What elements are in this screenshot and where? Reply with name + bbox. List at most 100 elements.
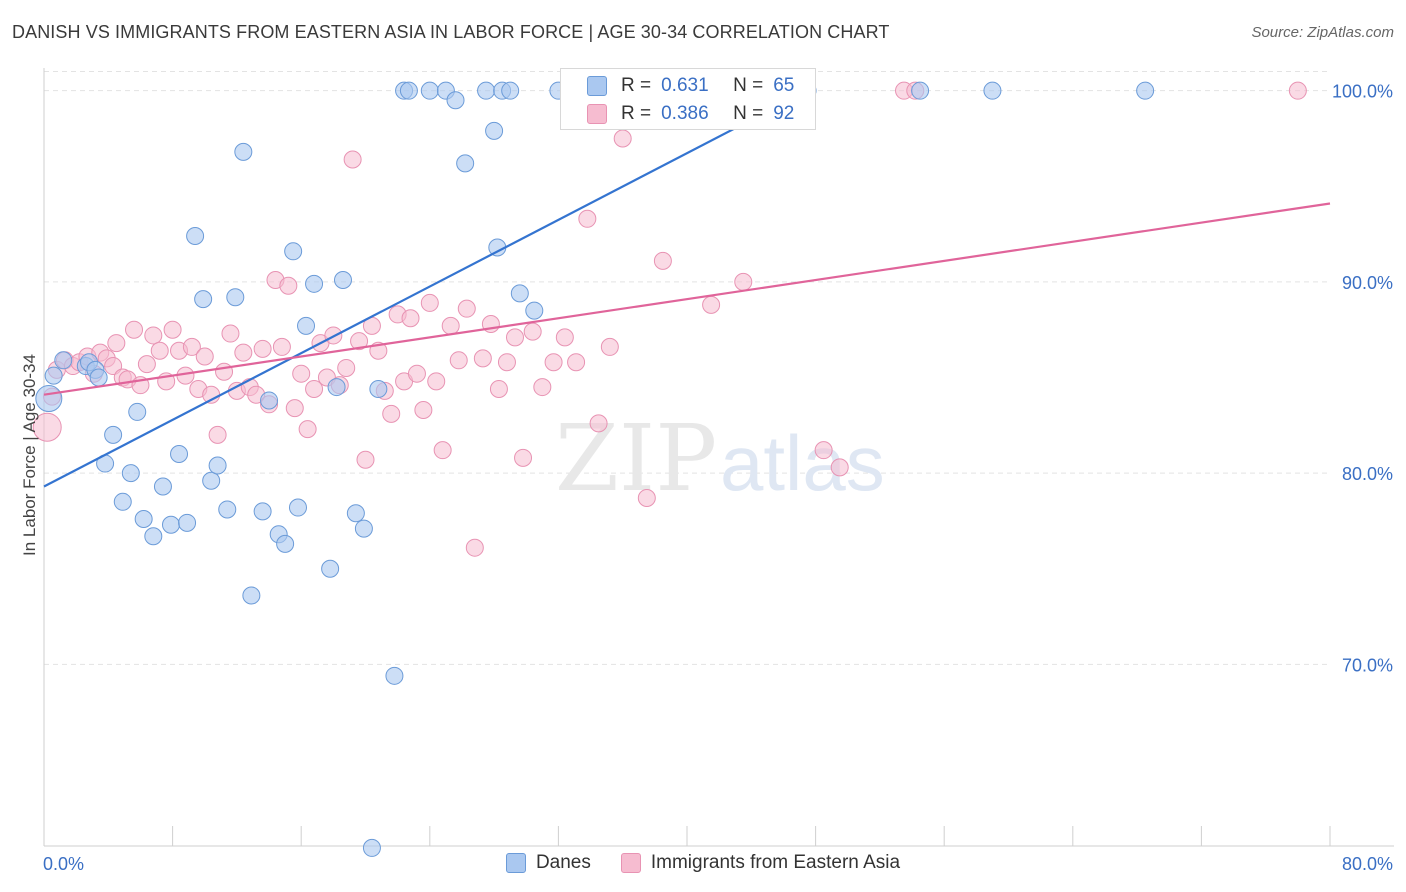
danes-points: [35, 81, 1155, 857]
danes-swatch-stats: [587, 76, 607, 96]
immigrants-point: [555, 328, 574, 347]
danes-point: [501, 81, 520, 100]
immigrants-point: [533, 378, 552, 397]
danes-point: [276, 534, 295, 553]
immigrants-point: [702, 295, 721, 314]
y-axis-label: In Labor Force | Age 30-34: [20, 354, 39, 556]
immigrants-point: [163, 320, 182, 339]
immigrants-point: [195, 347, 214, 366]
watermark: ZIP atlas: [555, 405, 885, 512]
danes-point: [54, 351, 73, 370]
immigrants-point: [830, 458, 849, 477]
danes-point: [260, 391, 279, 410]
immigrants-point: [382, 404, 401, 423]
y-tick-label-70: 70.0%: [1342, 655, 1393, 675]
danes-point: [153, 477, 172, 496]
danes-point: [983, 81, 1002, 100]
immigrants-point: [427, 372, 446, 391]
danes-point: [327, 378, 346, 397]
immigrants-swatch: [620, 853, 641, 873]
immigrants-point: [305, 379, 324, 398]
immigrants-point: [137, 355, 156, 374]
immigrants-point: [589, 414, 608, 433]
danes-point: [134, 510, 153, 529]
stats-legend: R = 0.631 N = 65 R = 0.386 N = 92: [560, 68, 816, 130]
danes-point: [305, 274, 324, 293]
immigrants-point: [505, 328, 524, 347]
immigrants-point: [465, 538, 484, 557]
legend-entry-immigrants[interactable]: Immigrants from Eastern Asia: [620, 852, 901, 874]
danes-point: [208, 456, 227, 475]
danes-point: [128, 402, 147, 421]
immigrants-point: [637, 488, 656, 507]
danes-point: [121, 464, 140, 483]
legend-label-immigrants: Immigrants from Eastern Asia: [650, 852, 901, 873]
immigrants-point: [414, 401, 433, 420]
immigrants-point: [182, 337, 201, 356]
stats-row-immigrants: R = 0.386 N = 92: [587, 101, 794, 127]
danes-point: [234, 142, 253, 161]
immigrants-point: [285, 399, 304, 418]
danes-point: [44, 366, 63, 385]
immigrants-point: [356, 450, 375, 469]
immigrants-point: [32, 412, 62, 442]
axes: [43, 68, 1394, 847]
danes-point: [911, 81, 930, 100]
danes-n-label: N =: [733, 75, 764, 96]
danes-point: [242, 586, 261, 605]
immigrants-point: [1288, 81, 1307, 100]
immigrants-point: [420, 293, 439, 312]
danes-point: [385, 666, 404, 685]
danes-point: [186, 227, 205, 246]
immigrants-point: [497, 353, 516, 372]
danes-trend-line: [43, 89, 809, 488]
danes-point: [321, 559, 340, 578]
grid-lines: [44, 71, 1330, 665]
immigrants-point: [433, 441, 452, 460]
immigrants-point: [441, 316, 460, 335]
danes-point: [178, 513, 197, 532]
immigrants-point: [292, 364, 311, 383]
danes-point: [161, 515, 180, 534]
y-tick-label-90: 90.0%: [1342, 273, 1393, 293]
immigrants-point: [279, 276, 298, 295]
danes-point: [284, 242, 303, 261]
immigrants-point: [104, 357, 123, 376]
immigrants-point: [734, 272, 753, 291]
immigrants-trend-line: [43, 202, 1331, 396]
danes-r-value: 0.631: [661, 75, 709, 96]
danes-point: [399, 81, 418, 100]
danes-point: [485, 121, 504, 140]
danes-point: [104, 425, 123, 444]
imm-n-value: 92: [773, 103, 795, 124]
immigrants-point: [107, 334, 126, 353]
immigrants-point: [253, 339, 272, 358]
immigrants-point: [401, 309, 420, 328]
danes-point: [333, 270, 352, 289]
danes-swatch: [505, 853, 526, 873]
danes-point: [477, 81, 496, 100]
immigrants-point: [234, 343, 253, 362]
danes-n-value: 65: [773, 75, 795, 96]
legend-entry-danes[interactable]: Danes: [505, 852, 591, 874]
bottom-legend: Danes Immigrants from Eastern Asia: [0, 852, 1406, 874]
immigrants-point: [343, 150, 362, 169]
imm-r-label: R =: [621, 103, 652, 124]
danes-point: [170, 445, 189, 463]
immigrants-point: [489, 379, 508, 398]
danes-r-label: R =: [621, 75, 652, 96]
danes-point: [420, 81, 439, 100]
immigrants-point: [457, 299, 476, 318]
danes-point: [1136, 81, 1155, 100]
danes-point: [525, 301, 544, 320]
axis-labels: 70.0% 80.0% 90.0% 100.0% 0.0% 80.0%: [43, 82, 1393, 874]
source-label: Source: ZipAtlas.com: [1251, 24, 1394, 41]
immigrants-point: [613, 129, 632, 148]
y-tick-label-100: 100.0%: [1332, 82, 1393, 102]
immigrants-point: [473, 349, 492, 368]
legend-label-danes: Danes: [535, 852, 591, 873]
imm-n-label: N =: [733, 103, 764, 124]
immigrants-point: [653, 251, 672, 270]
danes-point: [369, 379, 388, 398]
